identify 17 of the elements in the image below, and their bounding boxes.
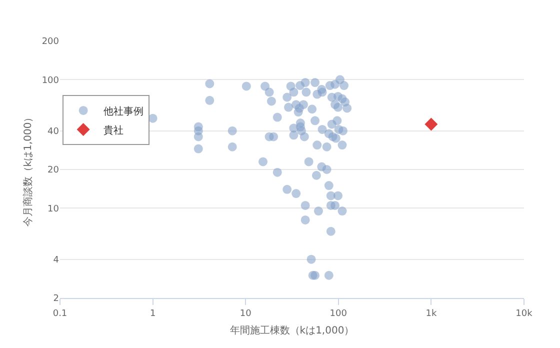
x-tick-label: 1k xyxy=(426,308,438,319)
x-tick-label: 1 xyxy=(150,308,156,319)
y-tick-label: 4 xyxy=(53,255,60,266)
x-tick-label: 100 xyxy=(330,308,348,319)
legend-label: 貴社 xyxy=(103,124,124,136)
x-tick-label: 0.1 xyxy=(52,308,68,319)
x-axis-title: 年間施工棟数（kは1,000） xyxy=(230,324,354,336)
y-tick-label: 20 xyxy=(48,166,60,176)
x-tick-label: 10k xyxy=(516,308,534,319)
y-tick-label: 40 xyxy=(48,126,60,137)
y-tick-label: 200 xyxy=(42,37,60,48)
y-tick-label: 10 xyxy=(48,204,60,214)
y-tick-label: 100 xyxy=(42,76,60,86)
y-tick-label: 2 xyxy=(53,294,59,304)
legend-label: 他社事例 xyxy=(103,105,144,118)
x-tick-label: 10 xyxy=(240,308,252,319)
y-axis-title: 今月商談数（kは1,000） xyxy=(22,112,34,227)
